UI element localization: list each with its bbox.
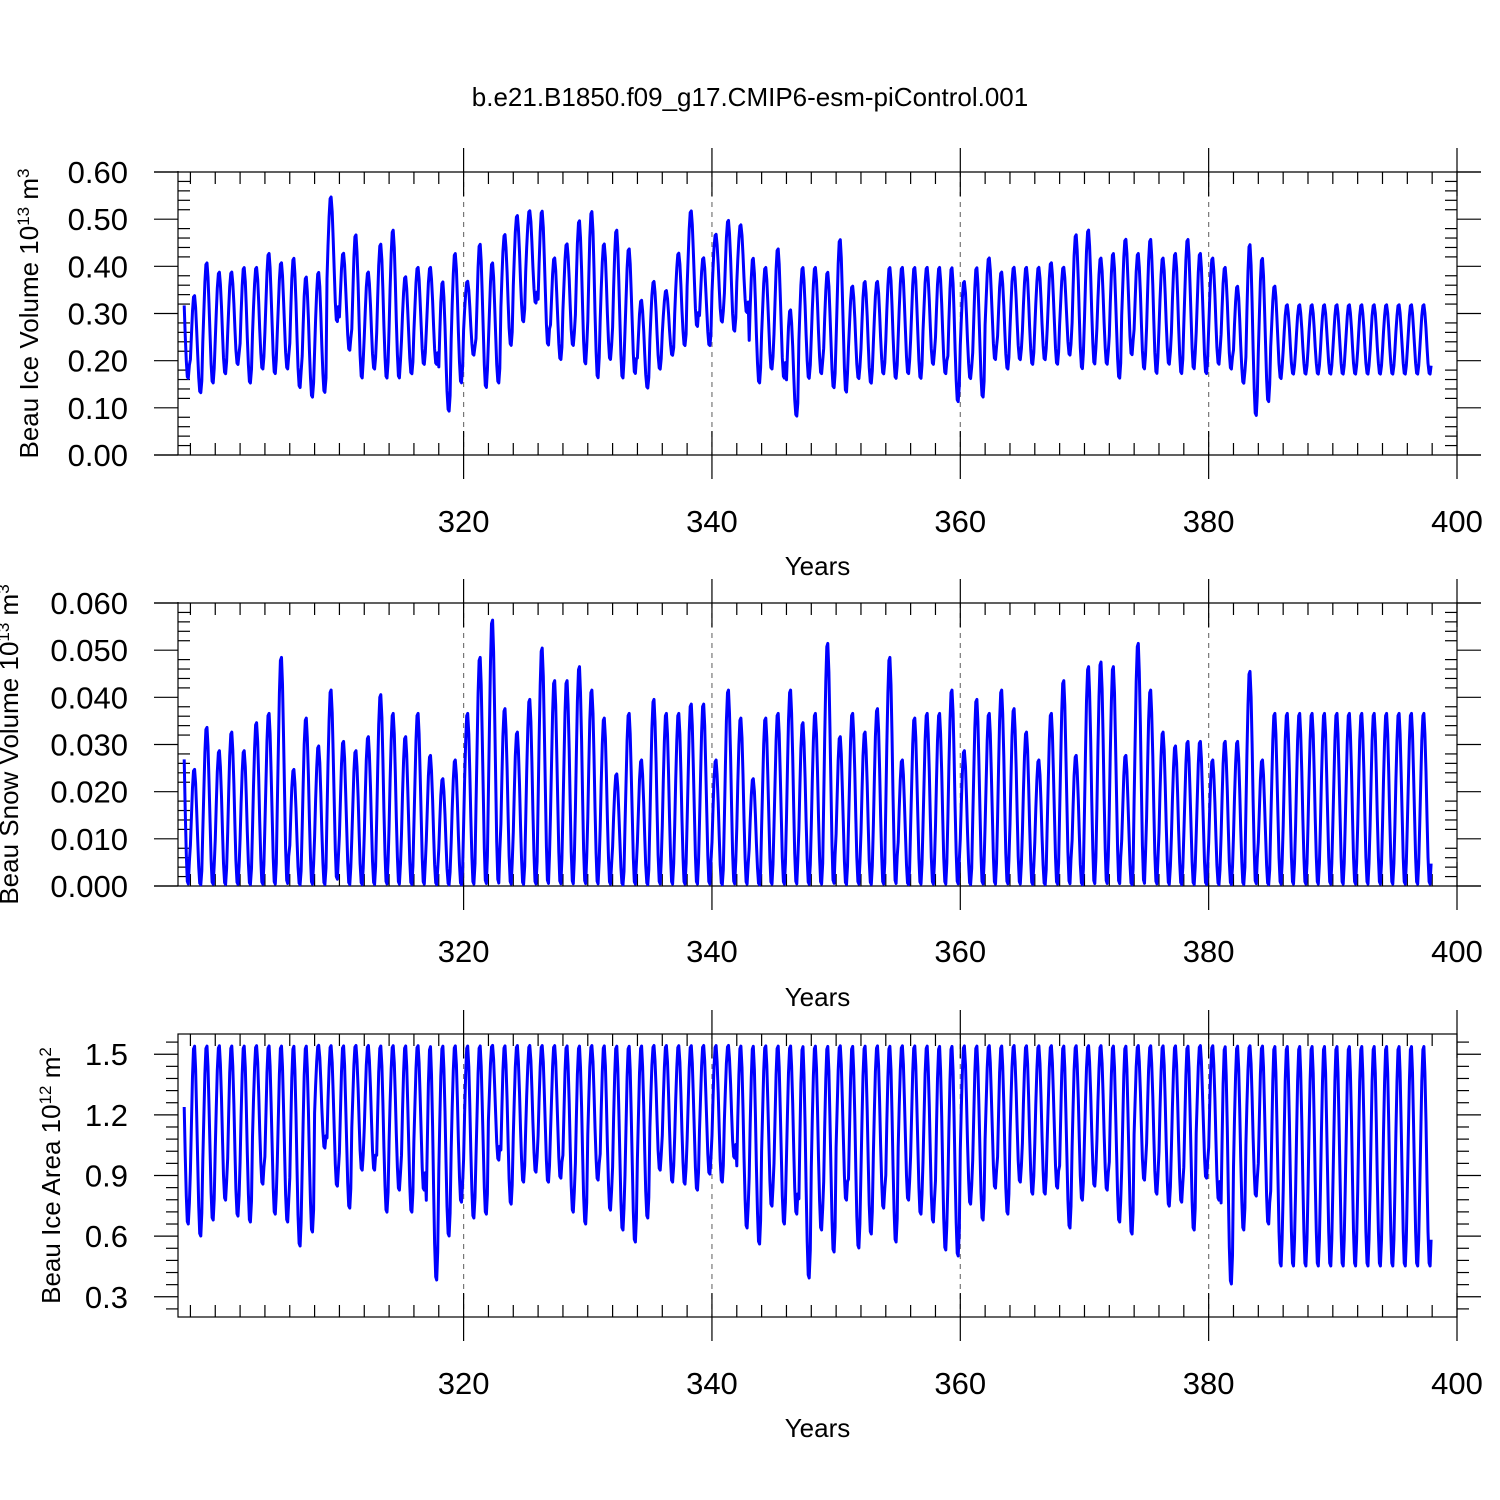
- panel-1-xtick-label: 400: [1431, 504, 1483, 539]
- panel-1-xtick-label: 380: [1183, 504, 1235, 539]
- panel-1-xtick-label: 360: [934, 504, 986, 539]
- panel-2-ytick-label: 0.000: [50, 869, 128, 904]
- panel-3-xtick-label: 320: [438, 1366, 490, 1401]
- panel-1-xtick-label: 340: [686, 504, 738, 539]
- panel-1-ytick-label: 0.60: [68, 155, 128, 190]
- panel-1-ytick-label: 0.20: [68, 344, 128, 379]
- panel-1-y-axis-title: Beau Ice Volume 1013 m3: [14, 169, 45, 459]
- panel-1-ytick-label: 0.50: [68, 202, 128, 237]
- panel-2-y-axis-title: Beau Snow Volume 1013 m3: [0, 584, 24, 904]
- panel-2-ytick-label: 0.020: [50, 775, 128, 810]
- panel-2-xtick-label: 380: [1183, 934, 1235, 969]
- panel-1-ytick-label: 0.00: [68, 438, 128, 473]
- panel-2-ytick-label: 0.010: [50, 822, 128, 857]
- panel-2-xtick-label: 360: [934, 934, 986, 969]
- panel-3-ytick-label: 0.3: [85, 1280, 128, 1315]
- panel-3-series-line: [182, 1043, 1433, 1286]
- panel-1-series-line: [182, 195, 1433, 418]
- panel-2-ytick-label: 0.030: [50, 728, 128, 763]
- panel-3-xtick-label: 340: [686, 1366, 738, 1401]
- panel-2-xtick-label: 340: [686, 934, 738, 969]
- panel-3-xtick-label: 360: [934, 1366, 986, 1401]
- panel-2-ytick-label: 0.040: [50, 680, 128, 715]
- panel-3-x-axis-title: Years: [785, 1413, 851, 1443]
- panel-3-ytick-label: 0.6: [85, 1219, 128, 1254]
- panel-1-ytick-label: 0.30: [68, 297, 128, 332]
- panel-3-ytick-label: 1.5: [85, 1037, 128, 1072]
- panel-2-ytick-label: 0.060: [50, 586, 128, 621]
- panel-2-xtick-label: 320: [438, 934, 490, 969]
- panel-1-ytick-label: 0.40: [68, 249, 128, 284]
- panel-1-x-axis-title: Years: [785, 551, 851, 581]
- panel-1-xtick-label: 320: [438, 504, 490, 539]
- panel-3-y-axis-title: Beau Ice Area 1012 m2: [36, 1047, 67, 1304]
- panel-3-xtick-label: 400: [1431, 1366, 1483, 1401]
- figure-title: b.e21.B1850.f09_g17.CMIP6-esm-piControl.…: [472, 82, 1028, 112]
- panel-2-x-axis-title: Years: [785, 982, 851, 1012]
- panel-3-ytick-label: 1.2: [85, 1098, 128, 1133]
- panel-1-ytick-label: 0.10: [68, 391, 128, 426]
- panel-3-xtick-label: 380: [1183, 1366, 1235, 1401]
- panel-2-series-line: [182, 618, 1433, 887]
- panel-2-ytick-label: 0.050: [50, 633, 128, 668]
- panel-2-xtick-label: 400: [1431, 934, 1483, 969]
- panel-3-ytick-label: 0.9: [85, 1159, 128, 1194]
